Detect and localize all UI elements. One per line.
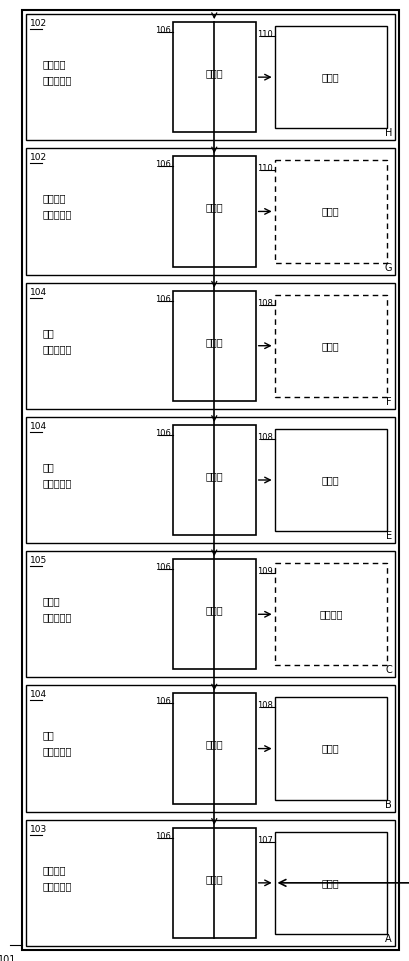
Text: 110: 110 [257, 30, 272, 39]
Bar [274, 26, 387, 128]
Text: G: G [384, 262, 392, 273]
Text: 出力管理: 出力管理 [43, 60, 67, 69]
Text: 102: 102 [30, 19, 47, 28]
Text: 処理: 処理 [43, 730, 55, 741]
Text: 107: 107 [257, 836, 272, 845]
Text: 通信部: 通信部 [205, 740, 223, 750]
Bar [26, 685, 395, 812]
Bar [26, 148, 395, 275]
Text: 103: 103 [30, 825, 47, 834]
Text: モジュール: モジュール [43, 209, 72, 219]
Bar [274, 429, 387, 531]
Text: 入力部: 入力部 [322, 877, 339, 888]
Bar [173, 290, 256, 401]
Text: 106: 106 [155, 160, 171, 169]
Text: モジュール: モジュール [43, 75, 72, 86]
Bar [274, 295, 387, 397]
Text: 出力部: 出力部 [322, 72, 339, 82]
Text: 101: 101 [0, 955, 16, 961]
Text: 処理: 処理 [43, 328, 55, 337]
Bar [26, 417, 395, 543]
Text: 入力管理: 入力管理 [43, 865, 67, 875]
Text: 104: 104 [30, 287, 47, 297]
Bar [274, 160, 387, 262]
Bar [173, 425, 256, 535]
Bar [26, 283, 395, 408]
Text: 106: 106 [155, 831, 171, 841]
Text: H: H [384, 128, 392, 138]
Text: 108: 108 [257, 432, 272, 442]
Text: 通信部: 通信部 [205, 605, 223, 615]
Text: 106: 106 [155, 295, 171, 304]
Text: 106: 106 [155, 563, 171, 572]
Bar [274, 831, 387, 934]
Text: 処理部: 処理部 [322, 475, 339, 485]
Text: 105: 105 [30, 556, 47, 565]
Bar [173, 694, 256, 803]
Text: 処理部: 処理部 [322, 744, 339, 753]
Text: 無効化部: 無効化部 [319, 609, 343, 619]
Text: 106: 106 [155, 26, 171, 35]
Text: 処理部: 処理部 [322, 341, 339, 351]
Text: F: F [387, 397, 392, 407]
Text: 102: 102 [30, 154, 47, 162]
Text: 通信部: 通信部 [205, 68, 223, 78]
Text: 通信部: 通信部 [205, 874, 223, 884]
Text: A: A [385, 934, 392, 944]
Text: 無効化: 無効化 [43, 596, 61, 606]
Text: C: C [385, 665, 392, 676]
Text: モジュール: モジュール [43, 612, 72, 623]
Text: モジュール: モジュール [43, 478, 72, 488]
Bar [173, 22, 256, 133]
Bar [26, 14, 395, 140]
Text: モジュール: モジュール [43, 344, 72, 354]
Text: 通信部: 通信部 [205, 203, 223, 212]
Text: 通信部: 通信部 [205, 336, 223, 347]
Text: 出力管理: 出力管理 [43, 193, 67, 204]
Bar [173, 157, 256, 266]
Text: 出力部: 出力部 [322, 207, 339, 216]
Text: 108: 108 [257, 702, 272, 710]
Text: E: E [386, 531, 392, 541]
Text: 104: 104 [30, 690, 47, 700]
Bar [274, 698, 387, 800]
Bar [173, 827, 256, 938]
Bar [274, 563, 387, 665]
Text: 通信部: 通信部 [205, 471, 223, 481]
Text: 処理: 処理 [43, 462, 55, 472]
Bar [173, 559, 256, 670]
Text: モジュール: モジュール [43, 881, 72, 891]
Bar [26, 820, 395, 946]
Bar [26, 552, 395, 678]
Text: 110: 110 [257, 164, 272, 173]
Text: 108: 108 [257, 299, 272, 308]
Text: モジュール: モジュール [43, 747, 72, 756]
Text: 104: 104 [30, 422, 47, 431]
Text: B: B [385, 800, 392, 810]
Text: 109: 109 [257, 567, 272, 577]
Text: 106: 106 [155, 429, 171, 438]
Text: 106: 106 [155, 698, 171, 706]
